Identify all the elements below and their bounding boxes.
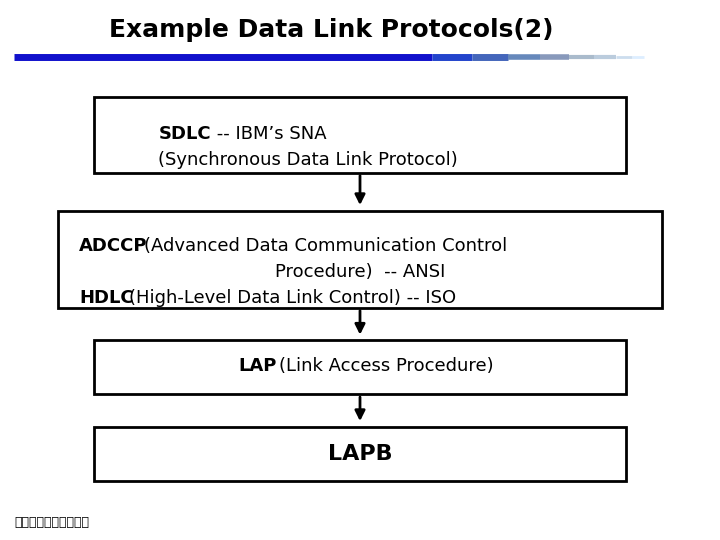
Text: -- IBM’s SNA: -- IBM’s SNA bbox=[211, 125, 327, 143]
Text: (Advanced Data Communication Control: (Advanced Data Communication Control bbox=[144, 237, 508, 255]
Text: 코띄퓨터네트워크강의: 코띄퓨터네트워크강의 bbox=[14, 516, 89, 529]
Text: (Link Access Procedure): (Link Access Procedure) bbox=[279, 357, 494, 375]
Text: Procedure)  -- ANSI: Procedure) -- ANSI bbox=[275, 262, 445, 281]
Text: ADCCP: ADCCP bbox=[79, 237, 148, 255]
Text: (High-Level Data Link Control) -- ISO: (High-Level Data Link Control) -- ISO bbox=[129, 288, 456, 307]
FancyBboxPatch shape bbox=[58, 211, 662, 308]
FancyBboxPatch shape bbox=[94, 97, 626, 173]
Text: HDLC: HDLC bbox=[79, 288, 134, 307]
FancyBboxPatch shape bbox=[94, 340, 626, 394]
FancyBboxPatch shape bbox=[94, 427, 626, 481]
Text: SDLC: SDLC bbox=[158, 125, 211, 143]
Text: LAPB: LAPB bbox=[328, 443, 392, 464]
Text: LAP: LAP bbox=[238, 357, 276, 375]
Text: (Synchronous Data Link Protocol): (Synchronous Data Link Protocol) bbox=[158, 151, 458, 169]
Text: Example Data Link Protocols(2): Example Data Link Protocols(2) bbox=[109, 18, 554, 42]
